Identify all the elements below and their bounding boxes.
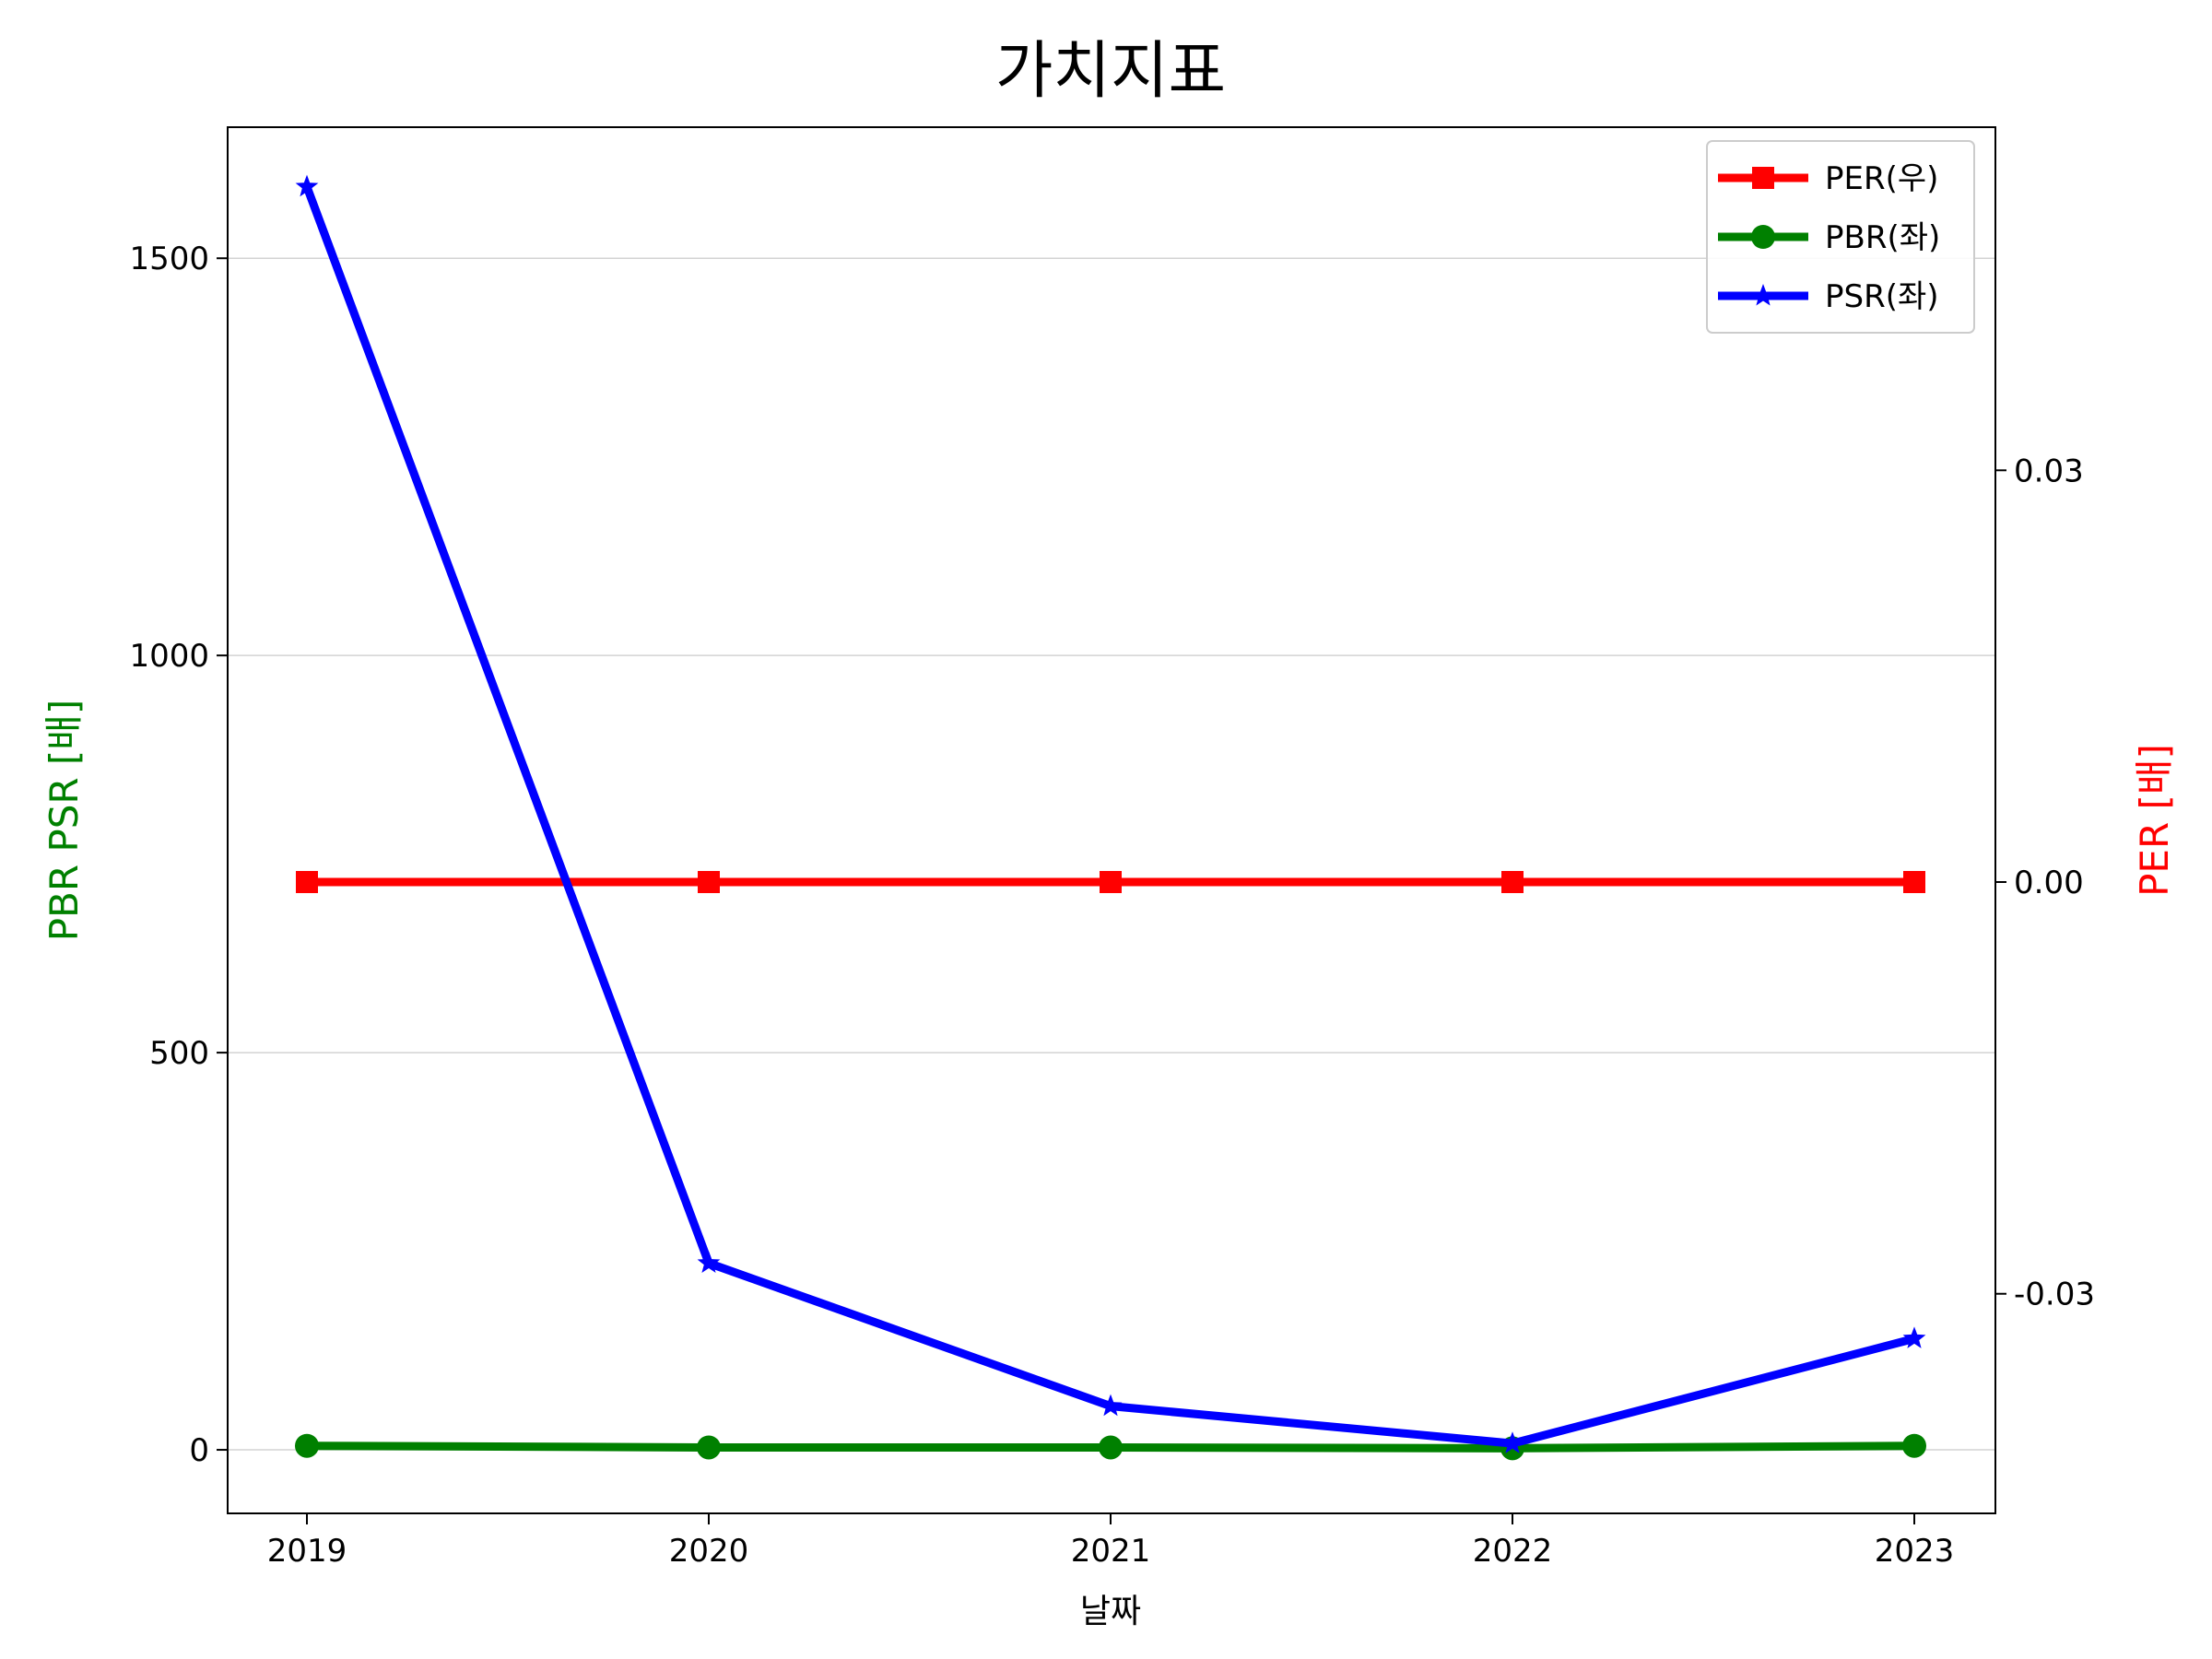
series-circle-1 [295, 1433, 1926, 1461]
data-point [1099, 1435, 1123, 1460]
x-tick-label: 2023 [1875, 1533, 1955, 1570]
data-point [1902, 1433, 1926, 1458]
legend-item: PER(우) [1718, 160, 1938, 197]
left-y-axis: 0 500 1000 1500 [129, 241, 228, 1469]
data-point [698, 871, 720, 894]
right-y-axis-label: PER [배] [2132, 744, 2177, 897]
x-tick-label: 2020 [669, 1533, 749, 1570]
legend-marker [1752, 167, 1774, 189]
left-tick-label: 1500 [129, 241, 209, 277]
legend-item: PSR(좌) [1718, 278, 1939, 315]
legend-marker [1751, 284, 1775, 306]
data-point [295, 174, 319, 197]
right-y-axis: -0.03 0.00 0.03 [1995, 453, 2095, 1313]
legend-item: PBR(좌) [1718, 219, 1940, 256]
data-point [697, 1251, 721, 1273]
plot-frame [227, 126, 1996, 1514]
x-axis-label: 날짜 [1080, 1593, 1141, 1630]
x-axis: 2019 2020 2021 2022 2023 [267, 1513, 1955, 1570]
legend-label: PSR(좌) [1825, 278, 1939, 315]
data-point [295, 1433, 319, 1458]
x-tick-label: 2022 [1473, 1533, 1553, 1570]
data-point [1500, 1431, 1524, 1453]
data-point [1903, 871, 1925, 894]
left-tick-label: 0 [189, 1432, 209, 1469]
x-tick-label: 2021 [1071, 1533, 1151, 1570]
series-star-2 [295, 174, 1926, 1453]
data-point [697, 1435, 721, 1460]
legend-label: PBR(좌) [1825, 219, 1940, 256]
grid-lines [228, 257, 1995, 1451]
data-point [1902, 1326, 1926, 1348]
x-tick-label: 2019 [267, 1533, 347, 1570]
data-point [1099, 1394, 1123, 1417]
data-point [1501, 871, 1524, 894]
data-point [1100, 871, 1122, 894]
legend-label: PER(우) [1825, 160, 1938, 197]
right-tick-label: 0.03 [2014, 453, 2084, 489]
series-square-0 [296, 871, 1925, 894]
left-tick-label: 500 [149, 1035, 209, 1072]
legend: PER(우) PBR(좌) PSR(좌) [1706, 140, 1975, 334]
data-point [296, 871, 318, 894]
series-layer [295, 174, 1926, 1461]
left-y-axis-label: PBR PSR [배] [41, 700, 87, 942]
chart-title: 가치지표 [995, 35, 1226, 108]
series-line [302, 185, 1916, 1448]
right-tick-label: 0.00 [2014, 865, 2084, 901]
legend-marker [1751, 225, 1775, 249]
left-tick-label: 1000 [129, 638, 209, 675]
right-tick-label: -0.03 [2014, 1277, 2095, 1313]
